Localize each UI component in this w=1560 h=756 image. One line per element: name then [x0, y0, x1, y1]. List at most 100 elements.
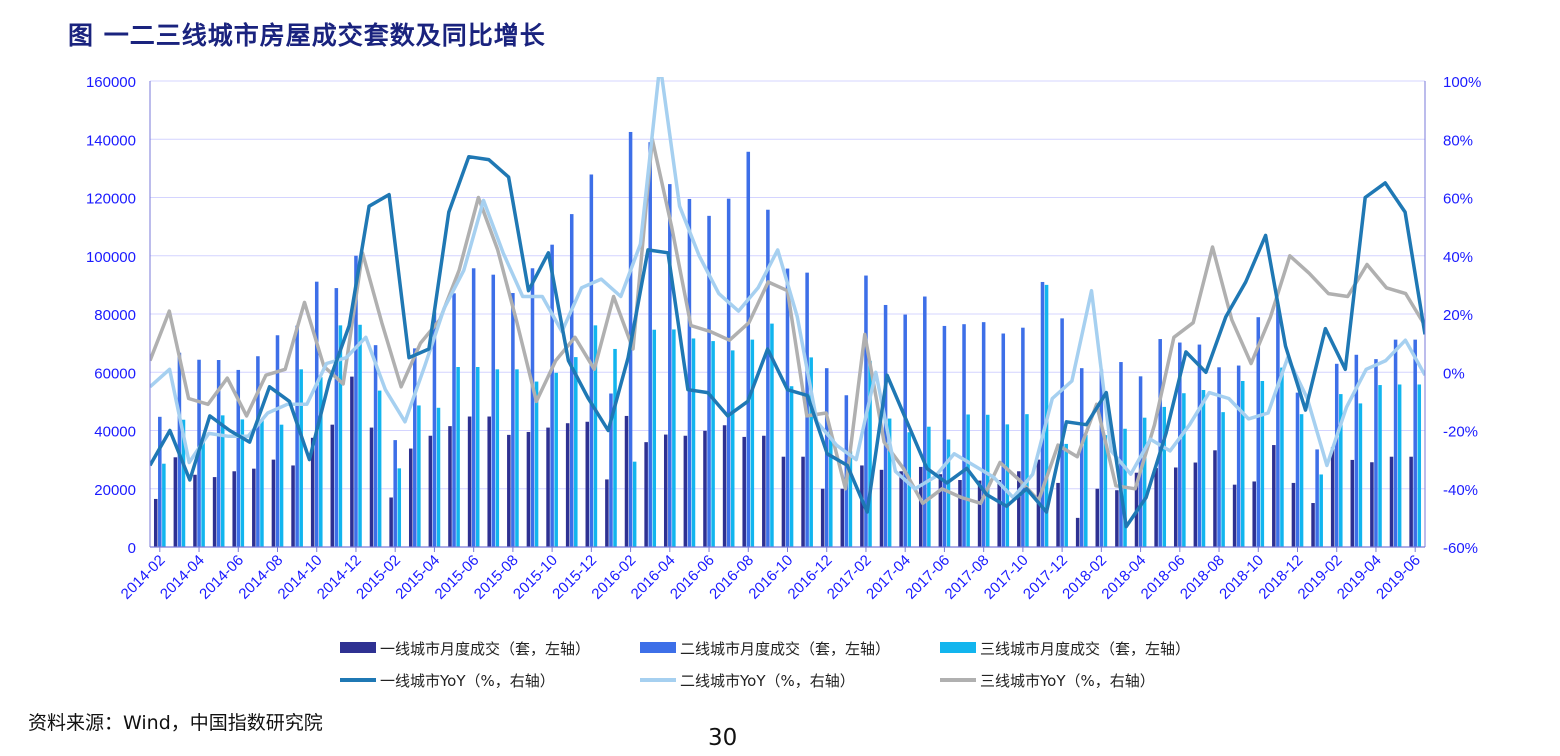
tier2-bar [687, 198, 692, 548]
tier1-bar [958, 480, 962, 547]
right-tick-label: 100% [1443, 74, 1481, 91]
legend-swatch [940, 642, 976, 653]
tier3-bar [927, 426, 931, 547]
tier1-bar [1213, 450, 1217, 547]
tier3-bar [829, 430, 833, 547]
tier3-bar [1103, 435, 1108, 547]
tier2-bar [550, 244, 554, 547]
tier2-bar [1374, 359, 1378, 547]
tier3-bar [554, 372, 558, 547]
tier3-bar [319, 377, 323, 547]
tier3-bar [1417, 384, 1422, 547]
tier1-bar [428, 435, 433, 547]
tier1-bar [330, 424, 335, 547]
tier3-bar [1260, 380, 1265, 547]
tier3-bar [1162, 406, 1167, 547]
right-tick-label: 60% [1443, 191, 1473, 208]
tier1-bar [350, 376, 354, 547]
tier1-bar [526, 431, 531, 547]
tier1-bar [1389, 456, 1394, 547]
line-series [150, 77, 1425, 529]
tier1-bar [389, 497, 393, 547]
right-tick-label: 20% [1443, 307, 1473, 324]
legend-label: 三线城市月度成交（套，左轴） [980, 640, 1190, 658]
tier2-bar [1295, 392, 1300, 547]
tier2-bar [1413, 339, 1417, 547]
tier3-bar [181, 419, 186, 547]
tier2-bar [785, 268, 790, 547]
tier1-bar [644, 442, 648, 547]
tier1-bar [565, 423, 570, 547]
tier1-bar [801, 456, 805, 547]
tier1-bar [193, 474, 197, 547]
tier1-bar [1193, 462, 1198, 547]
tier3-bar [1299, 414, 1304, 547]
tier3-bar [672, 329, 676, 547]
tier1-bar [899, 471, 903, 547]
tier3-bar [456, 367, 460, 547]
legend-swatch [340, 642, 376, 653]
tier1-bar [291, 465, 295, 547]
left-tick-label: 120000 [86, 191, 136, 208]
tier2-bar [726, 198, 731, 548]
tier2-bar [1119, 362, 1123, 547]
tier2-bar [471, 268, 476, 547]
tier1-bar [408, 448, 413, 547]
tier2-bar [334, 288, 339, 547]
tier3-bar [868, 360, 872, 547]
tier2-bar [903, 314, 907, 547]
tier1-bar [781, 456, 786, 547]
tier3-bar [907, 432, 912, 547]
tier1-bar [1330, 447, 1335, 547]
tier1-bar [487, 416, 491, 547]
left-tick-label: 0 [128, 540, 136, 557]
tier2-bar [452, 293, 456, 547]
tier3-bar [1378, 385, 1382, 547]
tier1-bar [1232, 484, 1237, 547]
tier1-bar [310, 437, 315, 547]
tier1-bar [938, 474, 943, 547]
tier1-bar [703, 430, 707, 547]
tier1-bar [860, 465, 864, 547]
chart-title: 图 一二三线城市房屋成交套数及同比增长 [68, 21, 546, 50]
left-tick-label: 140000 [86, 132, 136, 149]
tier3-bar [1201, 390, 1206, 547]
left-tick-label: 160000 [86, 74, 136, 91]
tier1-bar [153, 498, 158, 547]
tier3-bar [1084, 434, 1088, 547]
tier2-bar [158, 416, 162, 547]
tier3-bar [279, 424, 284, 547]
right-tick-label: -40% [1443, 482, 1478, 499]
left-tick-label: 100000 [86, 249, 136, 266]
tier1-bar [1154, 468, 1158, 547]
tier2-bar [432, 311, 437, 547]
tier2-bar [393, 440, 397, 547]
tier1-bar [997, 480, 1001, 547]
tier1-bar [507, 434, 511, 547]
tier3-bar [1064, 443, 1068, 547]
tier2-bar [295, 325, 299, 547]
tier2-bar [1217, 367, 1221, 547]
tier2-bar [1079, 368, 1084, 547]
tier2-bar [1138, 376, 1143, 547]
tier3-bar [966, 414, 970, 547]
tier3-bar [358, 324, 362, 547]
tier1-bar [448, 426, 452, 547]
tier1-bar [232, 471, 236, 547]
tier1-bar [546, 427, 550, 547]
legend-label: 一线城市YoY（%，右轴） [380, 672, 555, 690]
tier2-bar [609, 393, 613, 547]
tier1-bar [683, 435, 688, 547]
legend: 一线城市月度成交（套，左轴） 二线城市月度成交（套，左轴） 三线城市月度成交（套，左… [340, 640, 1190, 690]
legend-swatch [640, 642, 676, 653]
tier3-bar [436, 407, 441, 547]
tier3-bar [417, 405, 421, 547]
tier2-bar [1021, 327, 1025, 547]
tier2-bar [942, 325, 947, 547]
right-tick-label: 80% [1443, 132, 1473, 149]
tier1-bar [1056, 482, 1060, 547]
source-note: 资料来源：Wind，中国指数研究院 [28, 712, 323, 734]
tier3-bar [750, 339, 755, 547]
tier1-bar [722, 425, 727, 547]
